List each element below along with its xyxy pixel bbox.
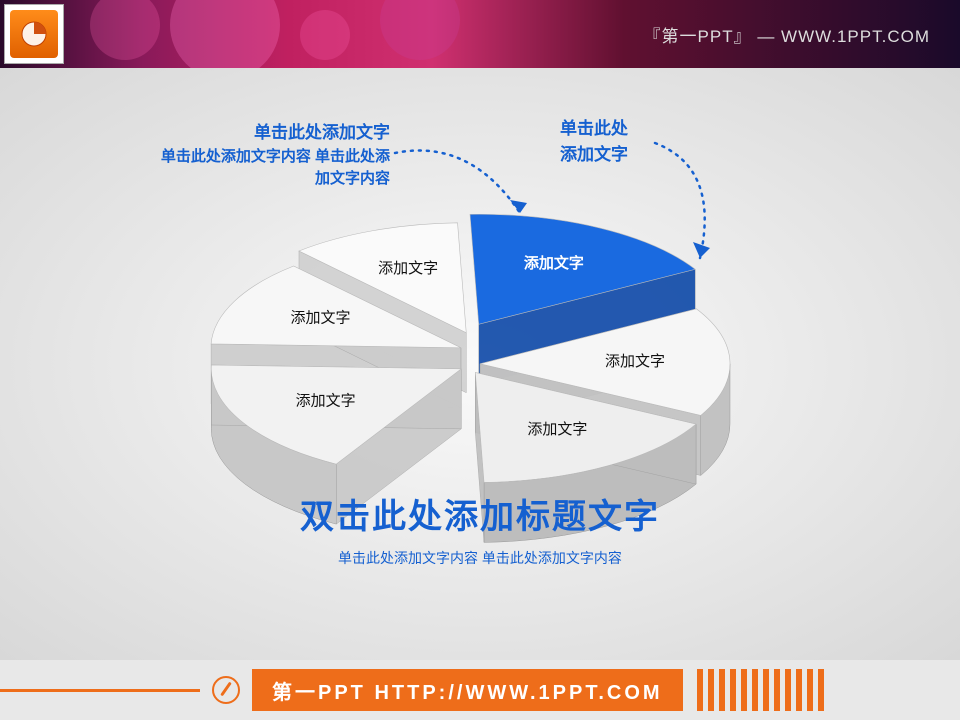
header-brand-text: 『第一PPT』 — WWW.1PPT.COM bbox=[644, 22, 930, 47]
slide-content: 单击此处添加文字 单击此处添加文字内容 单击此处添 加文字内容 单击此处 添加文… bbox=[0, 68, 960, 660]
footer-stripes bbox=[697, 669, 824, 711]
footer-text-box: 第一PPT HTTP://WWW.1PPT.COM bbox=[252, 669, 683, 711]
pen-icon bbox=[212, 676, 240, 704]
slice-label: 添加文字 bbox=[290, 309, 350, 326]
header-banner: 『第一PPT』 — WWW.1PPT.COM bbox=[0, 0, 960, 68]
footer-line-left bbox=[0, 689, 200, 692]
bottom-title-block: 双击此处添加标题文字 单击此处添加文字内容 单击此处添加文字内容 bbox=[0, 489, 960, 568]
slice-label: 添加文字 bbox=[605, 353, 665, 370]
main-title: 双击此处添加标题文字 bbox=[0, 489, 960, 538]
slice-label: 添加文字 bbox=[378, 260, 438, 277]
slice-label: 添加文字 bbox=[296, 392, 356, 409]
subtitle: 单击此处添加文字内容 单击此处添加文字内容 bbox=[0, 548, 960, 568]
powerpoint-icon bbox=[4, 4, 64, 64]
footer-bar: 第一PPT HTTP://WWW.1PPT.COM bbox=[0, 660, 960, 720]
slice-label: 添加文字 bbox=[524, 254, 584, 272]
footer-text: 第一PPT HTTP://WWW.1PPT.COM bbox=[272, 676, 663, 705]
slice-label: 添加文字 bbox=[527, 421, 587, 438]
